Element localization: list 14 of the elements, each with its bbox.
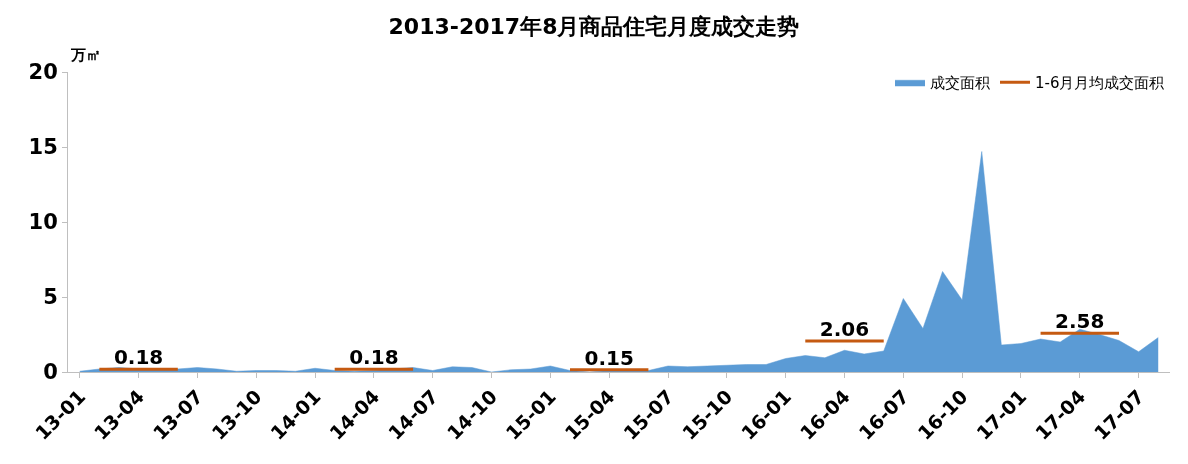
y-tick-label: 20	[28, 60, 58, 85]
data-label: 0.18	[113, 345, 164, 370]
data-label: 0.18	[349, 345, 399, 370]
chart-title: 2013-2017年8月商品住宅月度成交走势	[388, 13, 800, 39]
y-tick-label: 0	[43, 360, 58, 385]
data-label: 2.58	[1055, 309, 1105, 334]
data-label: 2.06	[819, 317, 870, 342]
y-tick-label: 10	[28, 210, 58, 235]
legend-label: 1-6月月均成交面积	[1035, 74, 1165, 93]
legend-label: 成交面积	[930, 74, 990, 93]
data-label: 0.15	[584, 345, 634, 370]
y-tick-label: 5	[43, 285, 58, 310]
y-tick-label: 15	[28, 135, 58, 160]
y-axis-title: 万㎡	[70, 46, 101, 64]
